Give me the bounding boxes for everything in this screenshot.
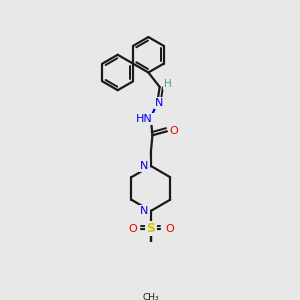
Text: O: O xyxy=(128,224,137,234)
Text: N: N xyxy=(140,206,148,216)
Text: CH₃: CH₃ xyxy=(142,293,159,300)
Text: O: O xyxy=(165,224,174,234)
Text: H: H xyxy=(164,79,172,89)
Text: N: N xyxy=(155,98,163,108)
Text: HN: HN xyxy=(136,114,153,124)
Text: S: S xyxy=(146,222,155,235)
Text: N: N xyxy=(140,161,148,171)
Text: O: O xyxy=(169,126,178,136)
